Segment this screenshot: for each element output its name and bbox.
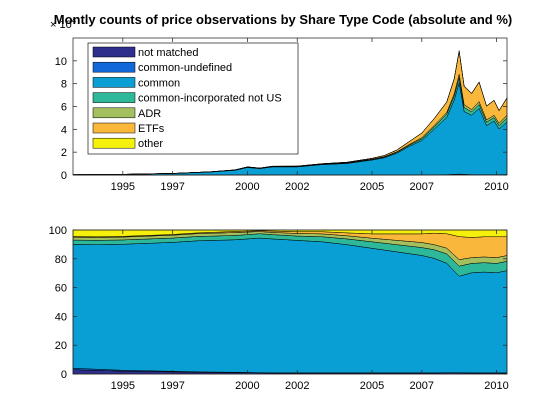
legend-swatch-common-undefined — [92, 61, 136, 73]
legend-label-other: other — [138, 138, 163, 150]
legend-label-common-incorporated-not-us: common-incorporated not US — [138, 93, 282, 105]
x-tick-label: 2007 — [410, 380, 434, 392]
legend-swatch-adr — [92, 107, 136, 119]
legend-swatch-other — [92, 137, 136, 149]
y-tick-label: 80 — [55, 254, 67, 266]
legend-swatch-etfs — [92, 122, 136, 134]
x-tick-label: 2010 — [484, 181, 508, 193]
axes-box — [72, 229, 508, 375]
x-tick-label: 2000 — [235, 181, 259, 193]
y-tick-label: 10 — [55, 56, 67, 68]
x-tick-label: 1995 — [111, 380, 135, 392]
x-tick-label: 2002 — [285, 181, 309, 193]
x-tick-label: 1997 — [160, 380, 184, 392]
x-tick-label: 2010 — [484, 380, 508, 392]
axis-ticks: 1995 1997 2000 2002 2005 2007 2010 0 20 40 60 80 100 — [49, 225, 509, 392]
x-tick-label: 2000 — [235, 380, 259, 392]
y-tick-label: 6 — [61, 102, 67, 114]
legend-swatch-common-incorporated-not-us — [92, 92, 136, 103]
legend-items: not matched common-undefined common common-… — [92, 46, 282, 150]
y-tick-label: 2 — [61, 147, 67, 159]
y-tick-label: 40 — [55, 311, 67, 323]
x-tick-label: 1995 — [111, 181, 135, 193]
x-tick-label: 1997 — [160, 181, 184, 193]
chart-title: Montly counts of price observations by S… — [54, 12, 512, 27]
x-tick-label: 2005 — [360, 181, 384, 193]
y-tick-label: 60 — [55, 283, 67, 295]
y-tick-label: 20 — [55, 340, 67, 352]
y-tick-label: 4 — [61, 124, 67, 136]
legend-label-common-undefined: common-undefined — [138, 62, 232, 74]
y-tick-label: 0 — [61, 170, 67, 182]
stacked-areas — [72, 229, 508, 375]
axis-ticks: 1995 1997 2000 2002 2005 2007 2010 0 2 4 6 8 10 — [55, 38, 509, 193]
y-tick-label: 0 — [61, 369, 67, 381]
legend-swatch-common — [92, 77, 136, 88]
legend-label-common: common — [138, 77, 180, 89]
x-tick-label: 2007 — [410, 181, 434, 193]
legend-label-not-matched: not matched — [138, 47, 199, 59]
x-tick-label: 2002 — [285, 380, 309, 392]
legend: not matched common-undefined common common-… — [87, 42, 299, 155]
x-tick-label: 2005 — [360, 380, 384, 392]
legend-label-adr: ADR — [138, 108, 161, 120]
y-tick-label: 100 — [49, 225, 67, 237]
y-tick-label: 8 — [61, 79, 67, 91]
legend-label-etfs: ETFs — [138, 123, 165, 135]
y-exponent-label: × 104 — [50, 16, 77, 31]
legend-swatch-not-matched — [92, 46, 136, 58]
top-axes-absolute: 1995 1997 2000 2002 2005 2007 2010 0 2 4 6 8 10 × 10… — [50, 16, 509, 193]
bottom-axes-percent: 1995 1997 2000 2002 2005 2007 2010 0 20 40 60 80 100 — [49, 225, 509, 392]
